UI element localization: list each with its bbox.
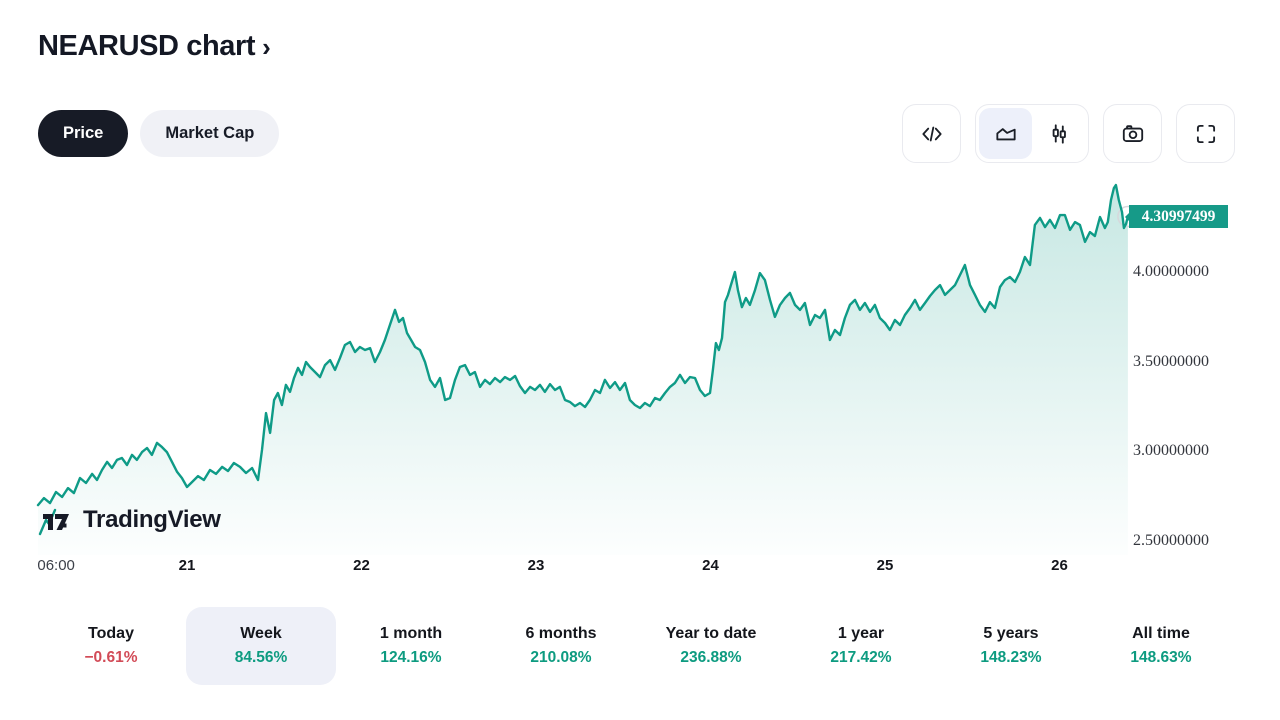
page-title[interactable]: NEARUSD chart › [38, 30, 271, 63]
fullscreen-icon [1196, 124, 1215, 143]
candlestick-chart-icon [1052, 123, 1066, 144]
market-cap-toggle-button[interactable]: Market Cap [140, 110, 280, 157]
x-tick-label: 25 [876, 557, 894, 574]
chart-type-switch [975, 104, 1089, 163]
code-view-icon [921, 126, 942, 141]
x-tick-label: 26 [1051, 557, 1068, 574]
metric-toggle: Price Market Cap [38, 110, 280, 157]
period-item-5-years[interactable]: 5 years 148.23% [936, 607, 1086, 685]
period-change-value: 210.08% [530, 649, 592, 666]
chevron-right-icon: › [262, 31, 271, 62]
period-item-1-year[interactable]: 1 year 217.42% [786, 607, 936, 685]
period-change-value: 84.56% [234, 649, 288, 666]
chart-toolbar [902, 104, 1235, 163]
period-label: Week [240, 625, 282, 642]
period-item-today[interactable]: Today −0.61% [36, 607, 186, 685]
period-label: 6 months [525, 625, 597, 642]
y-tick-label: 4.00000000 [1133, 263, 1209, 280]
period-item-year-to-date[interactable]: Year to date 236.88% [636, 607, 786, 685]
y-tick-label: 3.00000000 [1133, 442, 1209, 459]
period-item-week[interactable]: Week 84.56% [186, 607, 336, 685]
period-change-value: 148.63% [1130, 649, 1192, 666]
y-tick-label: 3.50000000 [1133, 352, 1209, 370]
period-label: Today [88, 625, 134, 642]
candlestick-chart-button[interactable] [1032, 108, 1085, 159]
period-item-6-months[interactable]: 6 months 210.08% [486, 607, 636, 685]
period-change-value: 148.23% [980, 649, 1042, 666]
time-range-selector: Today −0.61% Week 84.56% 1 month 124.16% 6 mon… [36, 607, 1236, 685]
period-label: Year to date [665, 625, 757, 642]
fullscreen-button[interactable] [1176, 104, 1235, 163]
last-price-badge: 4.30997499 [1125, 205, 1228, 228]
x-tick-label: 24 [702, 557, 719, 574]
tradingview-logo-mark [38, 508, 69, 536]
period-item-all-time[interactable]: All time 148.63% [1086, 607, 1236, 685]
period-change-value: 124.16% [380, 649, 442, 666]
area-chart-button[interactable] [979, 108, 1032, 159]
y-tick-label: 2.50000000 [1133, 531, 1209, 549]
embed-code-button[interactable] [902, 104, 961, 163]
period-change-value: −0.61% [84, 649, 138, 666]
period-label: All time [1132, 625, 1190, 642]
period-item-1-month[interactable]: 1 month 124.16% [336, 607, 486, 685]
snapshot-button[interactable] [1103, 104, 1162, 163]
area-chart-icon [995, 127, 1016, 140]
period-change-value: 236.88% [680, 649, 742, 666]
period-label: 5 years [983, 625, 1039, 642]
x-tick-label: 21 [178, 557, 196, 574]
x-tick-label: 23 [527, 557, 545, 574]
x-tick-label: 22 [353, 557, 370, 574]
period-label: 1 year [837, 625, 885, 642]
x-tick-label: 06:00 [37, 557, 75, 574]
page-title-text: NEARUSD chart [38, 30, 256, 62]
period-label: 1 month [379, 625, 443, 642]
price-toggle-button[interactable]: Price [38, 110, 129, 157]
camera-snapshot-icon [1122, 124, 1143, 142]
tradingview-wordmark: TradingView [83, 506, 221, 533]
tradingview-logo[interactable]: TradingView [38, 504, 221, 536]
period-change-value: 217.42% [830, 649, 892, 666]
